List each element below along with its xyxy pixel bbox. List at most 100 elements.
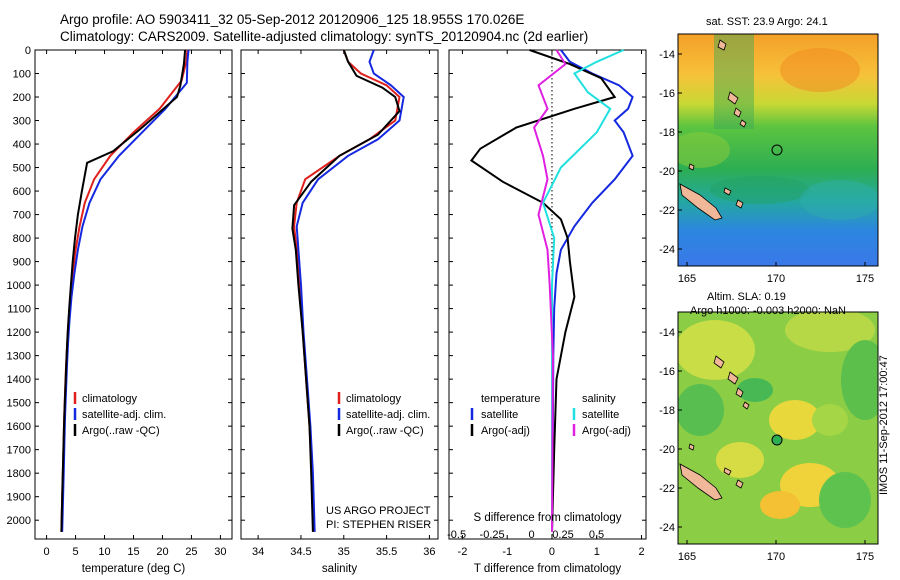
y-tick-label: 1900 [7, 492, 31, 504]
temp-legend-satellite: satellite-adj. clim. [82, 409, 166, 421]
x-tick-label: 30 [214, 546, 226, 558]
t-difference-axis-label: T difference from climatology [473, 563, 622, 575]
y-tick-label: 900 [13, 257, 31, 269]
argo-position-marker-sst [771, 144, 783, 156]
lat-tick-label: -24 [659, 522, 675, 534]
lat-tick-label: -14 [659, 49, 675, 61]
x-tick-label: 15 [127, 546, 139, 558]
temp-legend-argo: Argo(..raw -QC) [82, 425, 160, 437]
x-tick-label: 5 [72, 546, 78, 558]
lat-tick-label: -24 [659, 244, 675, 256]
sal-legend-climatology: climatology [346, 393, 402, 405]
diff-legend-temp-satellite: satellite [481, 409, 518, 421]
lat-tick-label: -20 [659, 166, 675, 178]
lat-tick-label: -18 [659, 405, 675, 417]
diff-legend-sal-argo: Argo(-adj) [582, 425, 631, 437]
argo-position-marker-sla [771, 434, 783, 446]
x-tick-label: 25 [185, 546, 197, 558]
sal-legend-satellite: satellite-adj. clim. [346, 409, 430, 421]
lon-tick-label: 170 [767, 273, 785, 285]
lat-tick-label: -18 [659, 127, 675, 139]
y-tick-label: 1200 [7, 327, 31, 339]
sst-map-title: sat. SST: 23.9 Argo: 24.1 [706, 16, 828, 28]
map-axis-ticks: -14 -16 -18 -20 -22 -24 165 170 175 -14 -16 -18 -20 -… [659, 49, 874, 563]
diff-legend-sal-satellite: satellite [582, 409, 619, 421]
x-tick-label: 35 [338, 546, 350, 558]
lat-tick-label: -16 [659, 366, 675, 378]
lat-tick-label: -16 [659, 88, 675, 100]
sla-map [677, 311, 879, 545]
x-tick-label: -2 [458, 546, 468, 558]
lat-tick-label: -22 [659, 205, 675, 217]
lon-tick-label: 165 [678, 273, 696, 285]
s-diff-tick-label: 0 [528, 529, 534, 541]
x-tick-label: 0 [44, 546, 50, 558]
y-tick-label: 2000 [7, 515, 31, 527]
diff-legend-salinity-heading: salinity [582, 393, 616, 405]
salinity-legend: climatology satellite-adj. clim. Argo(..… [337, 392, 430, 437]
y-tick-label: 800 [13, 233, 31, 245]
series-line [60, 49, 189, 532]
profile-title: Argo profile: AO 5903411_32 05-Sep-2012 … [60, 12, 525, 27]
x-tick-label: -1 [502, 546, 512, 558]
salinity-axes [240, 49, 439, 540]
lon-tick-label: 170 [767, 551, 785, 563]
lat-tick-label: -14 [659, 327, 675, 339]
y-tick-label: 400 [13, 139, 31, 151]
y-tick-label: 1400 [7, 374, 31, 386]
y-tick-label: 1500 [7, 398, 31, 410]
y-tick-label: 1800 [7, 468, 31, 480]
y-tick-label: 1700 [7, 445, 31, 457]
lat-tick-label: -20 [659, 444, 675, 456]
series-line [291, 49, 401, 532]
y-tick-label: 1600 [7, 421, 31, 433]
s-diff-tick-label: -0.5 [447, 529, 466, 541]
y-tick-label: 300 [13, 116, 31, 128]
y-tick-label: 600 [13, 186, 31, 198]
x-tick-label: 34.5 [290, 546, 311, 558]
difference-legend: temperature salinity satellite Argo(-adj… [470, 393, 631, 437]
sla-height-title: Argo h1000: -0.003 h2000: NaN [690, 305, 846, 317]
y-tick-label: 200 [13, 92, 31, 104]
diff-legend-temp-argo: Argo(-adj) [481, 425, 530, 437]
x-tick-label: 2 [638, 546, 644, 558]
s-diff-tick-label: 0.5 [589, 529, 604, 541]
s-diff-tick-label: -0.25 [480, 529, 505, 541]
axis-ticks: 0 5 10 15 20 25 300100200300400500600700800900… [7, 45, 646, 558]
y-tick-label: 500 [13, 163, 31, 175]
series-line [61, 49, 190, 532]
y-tick-label: 1000 [7, 280, 31, 292]
pi-credit: PI: STEPHEN RISER [326, 519, 432, 531]
y-tick-label: 1300 [7, 351, 31, 363]
sst-map [677, 33, 879, 267]
project-credit: US ARGO PROJECT [326, 505, 431, 517]
sal-legend-argo: Argo(..raw -QC) [346, 425, 424, 437]
imos-timestamp: IMOS 11-Sep-2012 17:00:47 [878, 355, 890, 495]
temperature-axis-label: temperature (deg C) [81, 563, 186, 575]
s-difference-axis-label: S difference from climatology [473, 512, 622, 524]
x-tick-label: 10 [98, 546, 110, 558]
x-tick-label: 20 [156, 546, 168, 558]
profile-lines [60, 49, 634, 532]
y-tick-label: 1100 [7, 304, 31, 316]
y-tick-label: 100 [13, 69, 31, 81]
y-tick-label: 0 [25, 45, 31, 57]
x-tick-label: 36 [423, 546, 435, 558]
salinity-axis-label: salinity [321, 563, 358, 575]
series-line [295, 49, 405, 532]
series-line [469, 49, 617, 532]
y-tick-label: 700 [13, 210, 31, 222]
climatology-title: Climatology: CARS2009. Satellite-adjuste… [60, 29, 589, 44]
lon-tick-label: 165 [678, 551, 696, 563]
diff-legend-temperature-heading: temperature [481, 393, 540, 405]
lon-tick-label: 175 [856, 273, 874, 285]
series-line [60, 49, 187, 532]
x-tick-label: 0 [549, 546, 555, 558]
lat-tick-label: -22 [659, 483, 675, 495]
series-line [551, 49, 634, 532]
s-diff-tick-label: 0.25 [552, 529, 573, 541]
difference-axes [448, 49, 647, 540]
temp-legend-climatology: climatology [82, 393, 138, 405]
series-line [532, 49, 567, 532]
